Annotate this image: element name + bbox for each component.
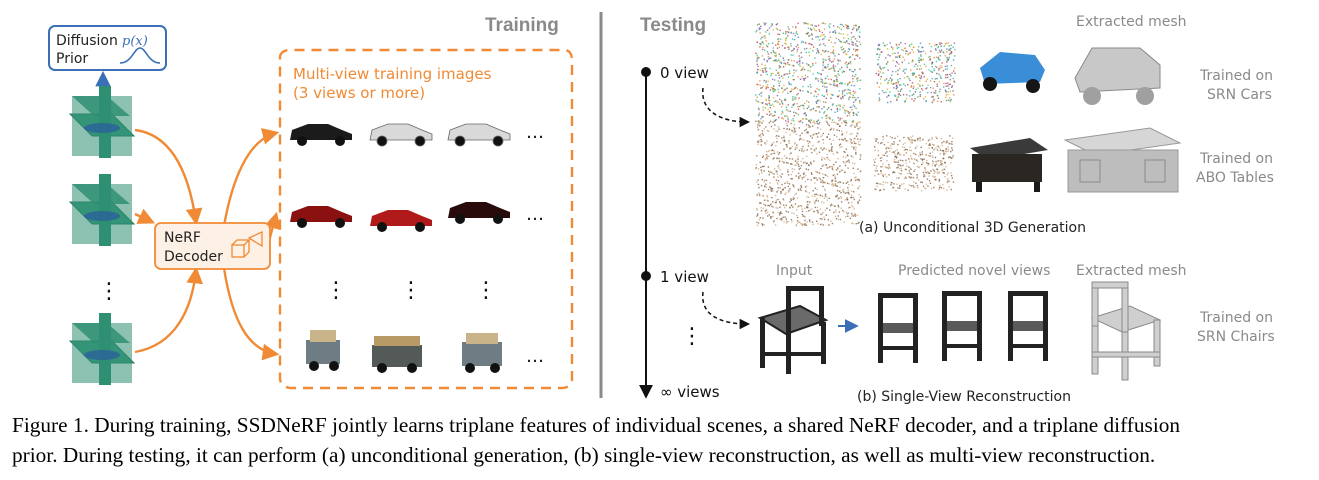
triplane-to-decoder-arrow-3 [134,266,204,354]
car-image-3-2 [372,336,422,373]
trained-on-chairs-line1: Trained on [1199,310,1273,326]
images-label-line1: Multi-view training images [293,65,492,83]
single-view-caption: (b) Single-View Reconstruction [857,389,1071,405]
car-image-1-3 [447,123,511,147]
input-label: Input [776,263,813,279]
training-heading: Training [485,15,559,36]
trained-on-cars-line1: Trained on [1199,68,1273,84]
unconditional-caption: (a) Unconditional 3D Generation [859,220,1086,236]
triplane-1 [69,85,135,159]
triplane-to-decoder-arrow-1 [134,128,203,226]
triplane-vdots: ⋮ [98,279,120,304]
timeline-dot-1 [641,271,651,281]
camera-cube-icon [231,230,263,258]
caption-line-2: prior. During testing, it can perform (a… [12,443,1156,467]
car-image-1-1 [290,124,352,146]
extracted-mesh-label-a: Extracted mesh [1076,14,1187,30]
figure-graphic: Training Diffusion Prior p(x) ⋮ NeRF Dec… [48,12,1275,405]
figure-caption: Figure 1. During training, SSDNeRF joint… [12,410,1312,470]
generated-table-mesh [1063,127,1182,193]
images-label-line2: (3 views or more) [293,84,425,102]
generated-table-rgb [970,138,1048,192]
predicted-views-label: Predicted novel views [898,263,1050,279]
trained-on-tables-line1: Trained on [1199,151,1273,167]
diffusion-prior-box [48,25,167,71]
triplane-3 [69,312,135,386]
timeline-label-0: 0 view [660,64,709,82]
column-vdots-1: ⋮ [325,278,347,303]
noise-cloud-tables-1 [755,120,862,227]
diffusion-prior-formula: p(x) [122,34,148,49]
caption-line-1: Figure 1. During training, SSDNeRF joint… [12,413,1181,437]
column-vdots-3: ⋮ [475,278,497,303]
trained-on-tables-line2: ABO Tables [1196,170,1274,186]
row-ellipsis-2: … [526,204,544,225]
diffusion-prior-line2: Prior [56,51,88,67]
timeline-vdots: ⋮ [681,324,703,349]
car-image-3-3 [462,333,502,373]
generated-car-mesh [1074,47,1161,105]
timeline-dot-0 [641,67,651,77]
row-ellipsis-3: … [526,346,544,367]
timeline-label-1: 1 view [660,268,709,286]
trained-on-cars-line2: SRN Cars [1207,87,1272,103]
car-image-2-1 [290,206,352,228]
extracted-chair-mesh [1090,281,1162,381]
novel-view-chair-3 [1008,291,1048,361]
row-ellipsis-1: … [526,122,544,143]
noise-cloud-tables-2 [873,135,955,192]
car-image-1-2 [369,123,433,147]
novel-view-chair-1 [878,293,918,363]
triplane-to-decoder-arrow-2 [134,208,156,224]
noise-cloud-cars-1 [755,22,862,124]
car-image-2-3 [448,202,510,224]
extracted-mesh-label-b: Extracted mesh [1076,263,1187,279]
triplane-2 [69,173,135,247]
training-images-frame [278,48,574,390]
zero-view-dashed-arrow [702,87,751,128]
car-image-2-2 [370,210,432,232]
novel-view-chair-2 [942,291,982,361]
one-view-dashed-arrow [702,291,751,330]
trained-on-chairs-line2: SRN Chairs [1197,329,1275,345]
gaussian-curve-icon [119,47,161,64]
decoder-line2: Decoder [164,249,223,265]
car-image-3-1 [306,330,340,371]
decoder-to-images-arrow-1 [222,128,280,227]
testing-heading: Testing [640,15,706,36]
decoder-line1: NeRF [164,230,201,246]
timeline-label-inf: ∞ views [660,383,720,401]
noise-cloud-cars-2 [875,42,956,104]
diffusion-prior-line1: Diffusion [56,33,118,49]
input-chair [757,286,829,374]
column-vdots-2: ⋮ [400,278,422,303]
generated-car-rgb [980,52,1045,93]
decoder-to-images-arrow-3 [222,267,280,361]
